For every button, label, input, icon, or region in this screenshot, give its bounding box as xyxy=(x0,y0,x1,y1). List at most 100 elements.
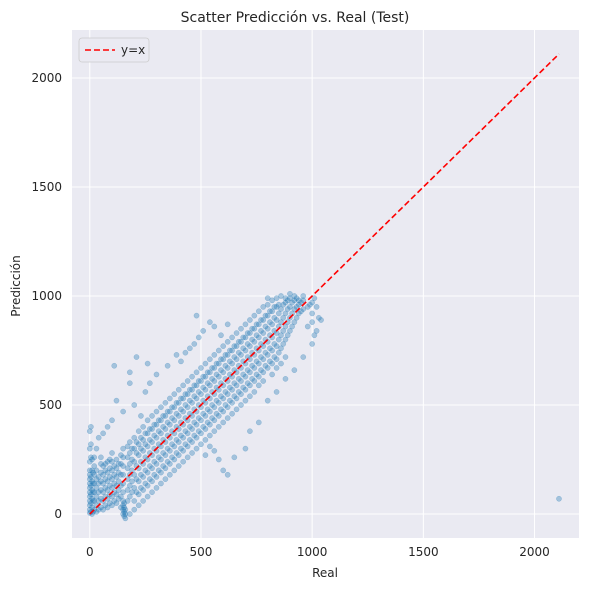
data-point xyxy=(126,482,133,489)
data-point xyxy=(258,328,264,334)
data-point xyxy=(138,471,144,478)
data-point xyxy=(93,493,100,500)
data-point xyxy=(160,413,167,419)
data-point xyxy=(129,445,135,452)
data-point xyxy=(138,413,144,419)
data-point xyxy=(207,382,213,389)
data-point xyxy=(227,397,233,404)
data-point xyxy=(144,430,151,437)
data-point xyxy=(124,443,131,450)
data-point xyxy=(100,471,106,478)
data-point xyxy=(140,487,147,493)
data-point xyxy=(155,454,162,461)
data-point xyxy=(86,445,93,452)
data-point xyxy=(267,308,273,315)
data-point xyxy=(162,399,169,406)
data-point xyxy=(138,445,144,452)
data-point xyxy=(102,485,109,491)
data-point xyxy=(118,471,124,478)
data-point xyxy=(118,504,124,511)
data-point xyxy=(213,360,220,367)
data-point xyxy=(229,347,235,354)
data-point xyxy=(318,317,324,323)
data-point xyxy=(218,332,224,339)
data-point xyxy=(240,345,247,352)
data-point xyxy=(189,373,195,380)
data-point xyxy=(280,341,287,347)
data-point xyxy=(166,408,173,415)
data-point xyxy=(90,480,96,487)
data-point xyxy=(89,487,95,493)
data-point xyxy=(135,441,142,448)
data-point xyxy=(153,434,160,441)
data-point xyxy=(251,389,258,395)
data-point xyxy=(260,304,267,310)
data-point xyxy=(144,456,151,463)
data-point xyxy=(171,391,178,397)
data-point xyxy=(131,445,138,452)
data-point xyxy=(184,404,191,411)
data-point xyxy=(202,373,209,380)
data-point xyxy=(269,308,275,315)
scatter-points xyxy=(86,290,562,522)
data-point xyxy=(220,395,227,402)
data-point xyxy=(240,384,247,391)
data-point xyxy=(231,454,238,461)
data-point xyxy=(142,441,149,448)
data-point xyxy=(264,325,271,332)
data-point xyxy=(106,456,113,463)
data-point xyxy=(106,474,113,480)
data-point xyxy=(229,410,235,417)
data-point xyxy=(211,378,218,384)
data-point xyxy=(224,471,231,478)
data-point xyxy=(118,493,124,500)
data-point xyxy=(189,439,195,445)
data-point xyxy=(280,314,287,321)
data-point xyxy=(280,328,287,334)
data-point xyxy=(269,360,275,367)
data-point xyxy=(135,502,142,509)
data-point xyxy=(247,382,253,389)
data-point xyxy=(180,408,187,415)
data-point xyxy=(220,408,227,415)
data-point xyxy=(273,343,280,349)
data-point xyxy=(198,365,204,371)
data-point xyxy=(251,365,258,371)
data-point xyxy=(104,423,111,430)
data-point xyxy=(273,356,280,363)
data-point xyxy=(238,378,244,384)
data-point xyxy=(195,378,202,384)
data-point xyxy=(169,454,175,461)
y-tick-label: 1000 xyxy=(31,289,62,303)
data-point xyxy=(251,312,258,319)
data-point xyxy=(133,354,140,360)
data-point xyxy=(253,321,260,328)
data-point xyxy=(271,341,278,347)
data-point xyxy=(233,395,240,402)
data-point xyxy=(121,513,128,520)
data-point xyxy=(166,461,173,467)
data-point xyxy=(273,317,280,323)
data-point xyxy=(207,356,213,363)
data-point xyxy=(88,423,94,430)
data-point xyxy=(88,491,94,498)
data-point xyxy=(149,489,155,496)
data-point xyxy=(278,306,284,312)
data-point xyxy=(129,478,135,485)
data-point xyxy=(171,417,178,424)
data-point xyxy=(95,506,102,513)
data-point xyxy=(260,369,267,376)
data-point xyxy=(109,450,115,456)
data-point xyxy=(278,332,284,339)
data-point xyxy=(131,485,138,491)
data-point xyxy=(224,391,231,397)
data-point xyxy=(144,417,151,424)
data-point xyxy=(124,454,131,461)
data-point xyxy=(215,360,222,367)
data-point xyxy=(155,467,162,474)
data-point xyxy=(131,471,138,478)
reference-lines xyxy=(89,53,560,515)
data-point xyxy=(291,293,298,299)
data-point xyxy=(121,500,128,506)
data-point xyxy=(255,321,262,328)
